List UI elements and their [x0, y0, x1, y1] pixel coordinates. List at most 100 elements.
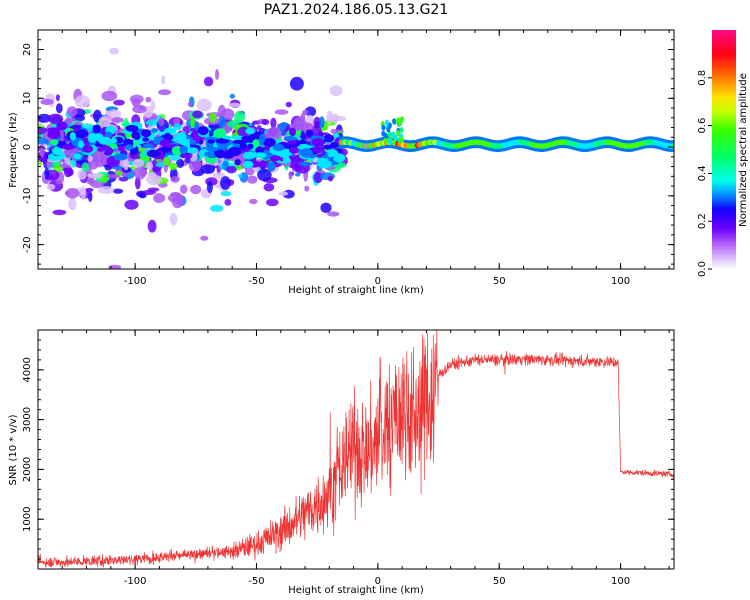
spectrogram-cell [38, 137, 49, 145]
spectrogram-cell [170, 192, 181, 197]
spectrogram-cell [62, 167, 72, 172]
colorbar-tick-label: 0.0 [697, 261, 708, 277]
spectrogram-cell [274, 109, 289, 115]
spectrogram-cell [282, 154, 289, 164]
spectrogram-spike [388, 138, 393, 145]
spectrogram-cell [110, 137, 118, 144]
spectrogram-cell [74, 95, 91, 108]
spectrogram-cell [132, 159, 145, 167]
spectrogram-cell [304, 185, 310, 192]
snr-panel: -100 -50 0 50 100 1000 2000 3000 4000 Height of … [8, 329, 675, 596]
spectrogram-cell [51, 147, 63, 156]
snr-ytick-label: 1000 [22, 506, 33, 531]
spectrogram-cell [124, 199, 139, 210]
spectrogram-cell [77, 169, 87, 180]
spectrogram-cell [278, 191, 289, 196]
spectrogram-cell [173, 123, 182, 131]
spectrogram-cell [267, 161, 276, 172]
spectrogram-cell [55, 94, 60, 102]
spectrogram-cell [298, 161, 313, 167]
spectrogram-cell [247, 175, 258, 184]
spectrogram-cell [55, 103, 63, 114]
spectrogram-cell [229, 93, 235, 99]
spectrogram-cell [223, 126, 233, 133]
spectrogram-cell [179, 145, 188, 155]
spectrogram-cell [70, 158, 77, 168]
spectrogram-xtick-label: 100 [611, 276, 630, 287]
colorbar: 0.0 0.2 0.4 0.6 0.8 Normalized spectral ampl… [697, 30, 749, 277]
spectrogram-cell [75, 129, 89, 139]
spectrogram-cell [59, 163, 69, 168]
spectrogram-xtick-label: 0 [375, 276, 381, 287]
spectrogram-cell [200, 235, 209, 241]
spectrogram-cell [73, 153, 82, 160]
spectrogram-cell [145, 161, 153, 171]
spectrogram-cell [220, 191, 232, 197]
spectrogram-cell [237, 173, 243, 178]
spectrogram-cell [168, 162, 178, 171]
spectrogram-cell [210, 204, 224, 212]
spectrogram-cell [49, 139, 59, 146]
spectrogram-cell [158, 89, 172, 96]
snr-xtick-label: 0 [375, 576, 381, 587]
spectrogram-cell [295, 172, 301, 177]
spectrogram-cell [155, 162, 166, 168]
spectrogram-cell [101, 174, 108, 184]
spectrogram-cell [109, 47, 120, 55]
spectrogram-cell [221, 108, 235, 121]
spectrogram-cell [65, 188, 80, 199]
spectrogram-spike [393, 134, 398, 141]
spectrogram-cell [319, 116, 325, 129]
spectrogram-cell [80, 186, 87, 201]
spectrogram-cell [317, 159, 332, 169]
spectrogram-ytick-label: 0 [22, 144, 33, 150]
spectrogram-cell [287, 140, 298, 145]
spectrogram-cell [215, 138, 230, 144]
spectrogram-cell [252, 139, 260, 148]
spectrogram-cell [140, 129, 152, 138]
spectrogram-cell [310, 124, 322, 139]
spectrogram-cell [272, 143, 285, 152]
spectrogram-cell [212, 172, 226, 179]
spectrogram-cell [105, 147, 114, 155]
colorbar-tick-label: 0.2 [697, 213, 708, 229]
snr-ytick-label: 2000 [22, 457, 33, 482]
spectrogram-cell [207, 139, 215, 144]
spectrogram-cell [107, 109, 122, 119]
spectrogram-cell [146, 149, 161, 158]
spectrogram-cell [39, 144, 45, 158]
spectrogram-xtick-label: -50 [248, 276, 264, 287]
spectrogram-cell [123, 158, 129, 171]
colorbar-tick-label: 0.6 [697, 118, 708, 134]
spectrogram-cell [187, 102, 193, 107]
spectrogram-cell [94, 133, 104, 142]
spectrogram-cell [266, 198, 279, 207]
spectrogram-cell [234, 159, 241, 166]
snr-ylabel: SNR (10 * v/v) [8, 414, 19, 485]
spectrogram-cell [114, 153, 128, 161]
spectrogram-cell [311, 138, 325, 147]
spectrogram-spike [384, 119, 389, 126]
snr-series-line [38, 330, 674, 568]
spectrogram-cell [289, 76, 304, 91]
spectrogram-cell [263, 183, 275, 192]
spectrogram-cell [47, 129, 61, 140]
spectrogram-ytick-label: 20 [22, 43, 33, 56]
spectrogram-cell [101, 90, 118, 102]
spectrogram-ytick-label: 10 [22, 92, 33, 105]
spectrogram-cell [329, 142, 339, 149]
snr-ytick-label: 3000 [22, 407, 33, 432]
spectrogram-spike [400, 136, 404, 143]
spectrogram-frame [37, 29, 675, 270]
spectrogram-cell [176, 158, 185, 168]
spectrogram-cell [38, 113, 52, 123]
spectrogram-cell [99, 145, 111, 150]
snr-data [38, 330, 674, 568]
spectrogram-cell [87, 173, 104, 179]
spectrogram-cell [159, 139, 171, 148]
spectrogram-cell [330, 113, 340, 124]
spectrogram-cell [185, 147, 199, 154]
spectrogram-cell [134, 176, 141, 190]
